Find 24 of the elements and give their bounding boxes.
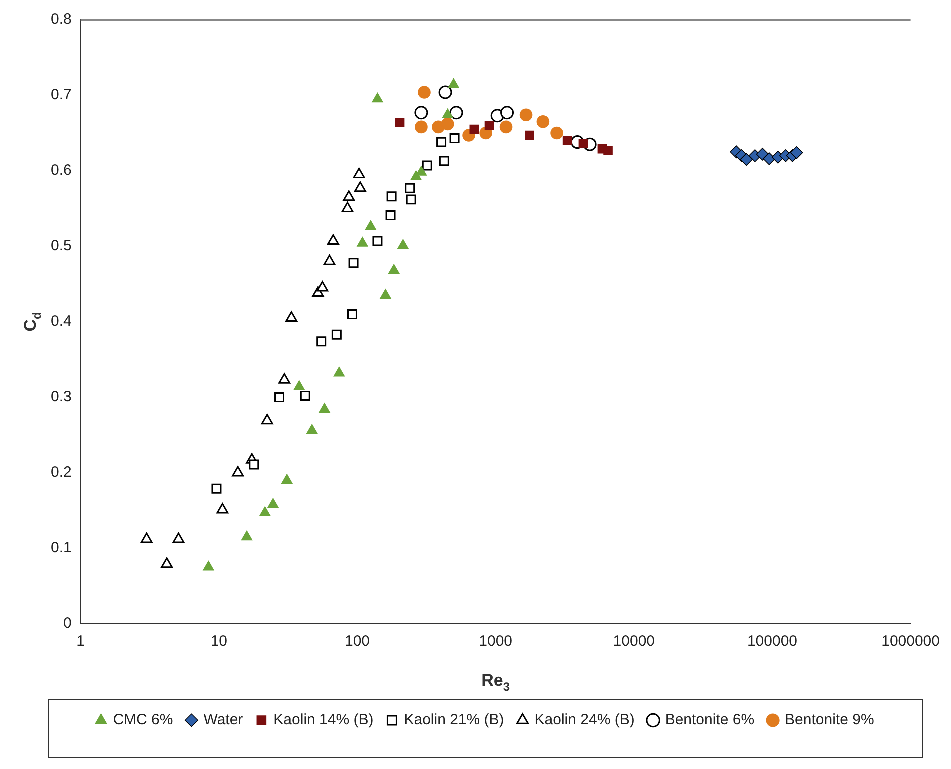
y-tick-label: 0.1 [50, 540, 72, 557]
legend-label: Kaolin 24% (B) [534, 712, 635, 729]
legend-label: Kaolin 21% (B) [404, 712, 504, 729]
legend-label: Bentonite 9% [785, 712, 874, 729]
legend-label: Kaolin 14% (B) [274, 712, 374, 729]
y-tick-label: 0 [64, 615, 72, 632]
legend-label: Bentonite 6% [665, 712, 755, 729]
legend-label: CMC 6% [113, 712, 174, 729]
y-tick-label: 0.5 [50, 238, 72, 255]
y-tick-label: 0.8 [50, 11, 72, 28]
x-tick-label: 1000000 [882, 633, 940, 650]
x-tick-label: 10000 [613, 633, 656, 650]
x-tick-label: 10 [210, 633, 228, 650]
y-axis-title: Cd [21, 312, 44, 332]
y-tick-label: 0.4 [50, 313, 72, 330]
y-tick-label: 0.6 [50, 162, 72, 180]
y-tick-label: 0.7 [50, 86, 72, 104]
x-tick-label: 100000 [747, 633, 798, 650]
x-tick-label: 1000 [479, 633, 513, 650]
y-tick-label: 0.3 [50, 388, 72, 406]
x-tick-label: 100 [344, 633, 370, 650]
y-tick-label: 0.2 [50, 464, 72, 482]
x-tick-label: 1 [76, 633, 86, 650]
legend-label: Water [204, 712, 244, 729]
